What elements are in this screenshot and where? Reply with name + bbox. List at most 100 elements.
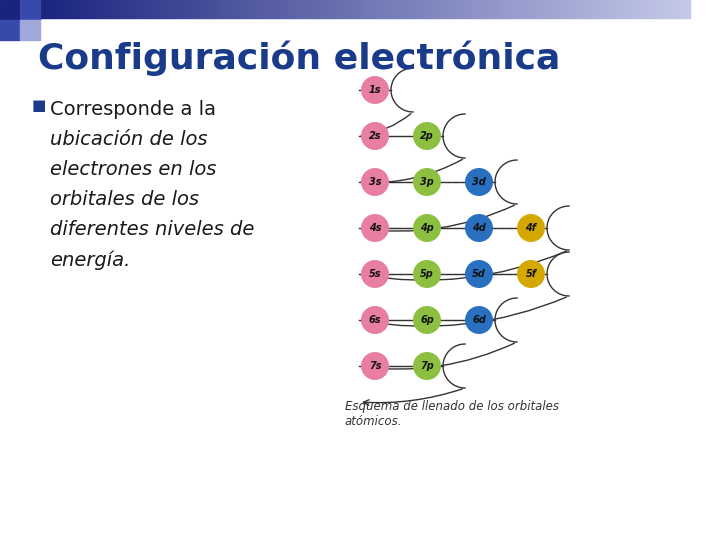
Bar xyxy=(275,0,276,18)
Bar xyxy=(308,0,309,18)
Bar xyxy=(420,0,421,18)
Bar xyxy=(393,0,394,18)
Bar xyxy=(621,0,622,18)
Circle shape xyxy=(361,260,389,288)
Bar xyxy=(60,0,61,18)
Bar xyxy=(677,0,678,18)
Bar xyxy=(636,0,637,18)
Bar xyxy=(600,0,601,18)
Bar xyxy=(520,0,521,18)
Bar xyxy=(174,0,175,18)
Bar xyxy=(684,0,685,18)
Bar xyxy=(478,0,479,18)
Bar xyxy=(583,0,584,18)
Bar xyxy=(538,0,539,18)
Bar xyxy=(347,0,348,18)
Bar xyxy=(235,0,236,18)
Bar xyxy=(404,0,405,18)
Bar xyxy=(339,0,340,18)
Bar xyxy=(379,0,380,18)
Bar xyxy=(532,0,533,18)
Bar xyxy=(505,0,506,18)
Bar xyxy=(273,0,274,18)
Bar xyxy=(90,0,91,18)
Bar xyxy=(414,0,415,18)
Bar xyxy=(447,0,448,18)
Bar xyxy=(518,0,519,18)
Bar xyxy=(225,0,226,18)
Bar xyxy=(355,0,356,18)
Bar xyxy=(160,0,161,18)
Bar xyxy=(474,0,475,18)
Bar xyxy=(661,0,662,18)
Bar xyxy=(125,0,126,18)
Bar xyxy=(552,0,553,18)
Bar xyxy=(547,0,548,18)
Bar xyxy=(194,0,195,18)
Bar xyxy=(53,0,54,18)
Bar xyxy=(83,0,84,18)
Text: 2p: 2p xyxy=(420,131,434,141)
Bar xyxy=(557,0,558,18)
Bar xyxy=(628,0,629,18)
Bar xyxy=(305,0,306,18)
Bar xyxy=(153,0,154,18)
Bar xyxy=(441,0,442,18)
Bar xyxy=(525,0,526,18)
Bar xyxy=(606,0,607,18)
Bar xyxy=(429,0,430,18)
Bar xyxy=(688,0,689,18)
Bar xyxy=(163,0,164,18)
Circle shape xyxy=(361,122,389,150)
Bar xyxy=(135,0,136,18)
Bar xyxy=(20,20,40,40)
Bar xyxy=(479,0,480,18)
Bar xyxy=(198,0,199,18)
Bar xyxy=(613,0,614,18)
Bar xyxy=(144,0,145,18)
Bar xyxy=(521,0,522,18)
Bar xyxy=(570,0,571,18)
Bar xyxy=(503,0,504,18)
Bar xyxy=(410,0,411,18)
Bar xyxy=(52,0,53,18)
Bar xyxy=(252,0,253,18)
Text: 7p: 7p xyxy=(420,361,434,371)
Bar xyxy=(147,0,148,18)
Bar xyxy=(516,0,517,18)
Bar xyxy=(108,0,109,18)
Bar xyxy=(448,0,449,18)
Bar xyxy=(644,0,645,18)
Bar xyxy=(508,0,509,18)
Bar xyxy=(673,0,674,18)
Bar xyxy=(581,0,582,18)
Bar xyxy=(453,0,454,18)
Bar xyxy=(576,0,577,18)
Bar xyxy=(210,0,211,18)
Bar xyxy=(169,0,170,18)
Bar xyxy=(482,0,483,18)
Bar xyxy=(233,0,234,18)
Bar xyxy=(270,0,271,18)
Bar xyxy=(472,0,473,18)
Bar xyxy=(440,0,441,18)
Bar xyxy=(384,0,385,18)
Bar xyxy=(623,0,624,18)
Bar xyxy=(158,0,159,18)
Bar xyxy=(562,0,563,18)
Bar xyxy=(320,0,321,18)
Bar xyxy=(240,0,241,18)
Bar xyxy=(527,0,528,18)
Bar xyxy=(359,0,360,18)
Bar xyxy=(500,0,501,18)
Bar xyxy=(540,0,541,18)
Bar xyxy=(259,0,260,18)
Bar xyxy=(117,0,118,18)
Bar xyxy=(559,0,560,18)
Bar xyxy=(550,0,551,18)
Bar xyxy=(245,0,246,18)
Bar xyxy=(427,0,428,18)
Bar xyxy=(112,0,113,18)
Bar xyxy=(146,0,147,18)
Bar xyxy=(572,0,573,18)
